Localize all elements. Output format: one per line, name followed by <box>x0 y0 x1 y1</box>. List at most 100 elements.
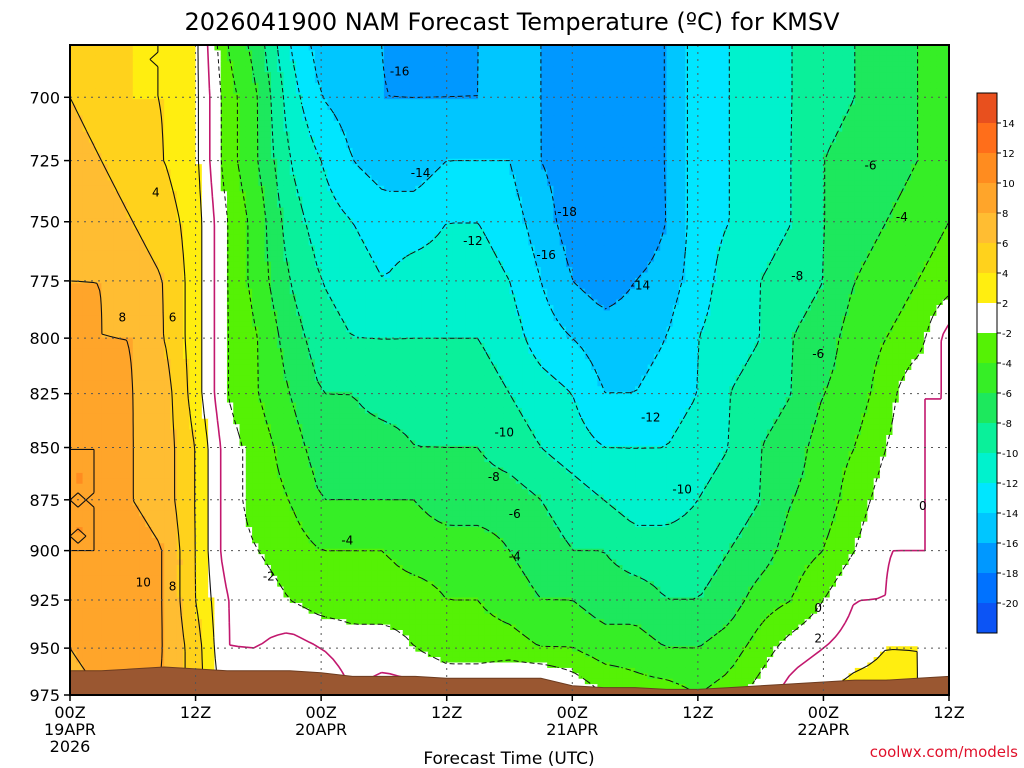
field-cell <box>584 72 592 79</box>
field-cell <box>101 115 109 122</box>
field-cell <box>522 104 529 111</box>
field-cell <box>685 104 693 111</box>
field-cell <box>923 207 931 214</box>
field-cell <box>321 93 329 100</box>
field-cell <box>616 180 624 187</box>
field-cell <box>76 169 84 176</box>
field-cell <box>748 61 755 68</box>
field-cell <box>898 223 906 230</box>
field-cell <box>409 158 416 165</box>
field-cell <box>421 115 429 122</box>
field-cell <box>609 153 617 160</box>
field-cell <box>591 142 598 149</box>
field-cell <box>88 180 96 187</box>
field-cell <box>459 164 467 171</box>
field-cell <box>672 88 680 95</box>
field-cell <box>452 50 460 57</box>
field-cell <box>452 82 460 89</box>
field-cell <box>622 180 630 187</box>
field-cell <box>157 185 165 192</box>
field-cell <box>333 185 341 192</box>
field-cell <box>892 93 900 100</box>
field-cell <box>773 229 781 236</box>
field-cell <box>729 223 737 230</box>
field-cell <box>415 153 423 160</box>
field-cell <box>867 131 875 138</box>
field-cell <box>145 175 153 182</box>
field-cell <box>371 158 379 165</box>
field-cell <box>697 104 705 111</box>
field-cell <box>591 202 598 209</box>
field-cell <box>666 55 674 62</box>
field-cell <box>490 158 498 165</box>
field-cell <box>484 196 492 203</box>
field-cell <box>905 229 912 236</box>
field-cell <box>409 66 416 73</box>
field-cell <box>402 99 410 106</box>
field-cell <box>898 50 906 57</box>
field-cell <box>603 158 611 165</box>
field-cell <box>208 45 216 52</box>
field-cell <box>95 77 102 84</box>
field-cell <box>509 202 517 209</box>
field-cell <box>861 191 868 198</box>
field-cell <box>377 88 385 95</box>
field-cell <box>377 180 385 187</box>
field-cell <box>95 115 102 122</box>
field-cell <box>245 61 253 68</box>
field-cell <box>647 72 655 79</box>
field-cell <box>685 45 693 52</box>
field-cell <box>735 169 743 176</box>
field-cell <box>917 131 925 138</box>
field-cell <box>239 175 247 182</box>
field-cell <box>653 202 661 209</box>
field-cell <box>722 45 730 52</box>
field-cell <box>214 196 222 203</box>
field-cell <box>358 153 366 160</box>
field-cell <box>289 50 297 57</box>
field-cell <box>785 131 793 138</box>
field-cell <box>936 110 944 117</box>
field-cell <box>252 175 259 182</box>
field-cell <box>754 45 762 52</box>
field-cell <box>208 164 216 171</box>
field-cell <box>515 229 523 236</box>
field-cell <box>233 153 241 160</box>
field-cell <box>766 175 774 182</box>
field-cell <box>421 88 429 95</box>
field-cell <box>421 223 429 230</box>
field-cell <box>377 131 385 138</box>
field-cell <box>208 82 216 89</box>
field-cell <box>823 137 831 144</box>
field-cell <box>930 77 938 84</box>
field-cell <box>239 137 247 144</box>
field-cell <box>352 126 360 133</box>
field-cell <box>484 126 492 133</box>
field-cell <box>383 137 391 144</box>
field-cell <box>672 104 680 111</box>
field-cell <box>584 142 592 149</box>
field-cell <box>465 45 473 52</box>
field-cell <box>170 61 178 68</box>
field-cell <box>534 50 542 57</box>
field-cell <box>584 180 592 187</box>
field-cell <box>157 212 165 219</box>
field-cell <box>810 153 818 160</box>
field-cell <box>848 50 856 57</box>
field-cell <box>785 196 793 203</box>
field-cell <box>886 72 894 79</box>
field-cell <box>898 147 906 154</box>
field-cell <box>597 126 605 133</box>
field-cell <box>82 45 90 52</box>
field-cell <box>189 93 197 100</box>
field-cell <box>905 88 912 95</box>
field-cell <box>704 82 712 89</box>
field-cell <box>478 185 485 192</box>
field-cell <box>258 104 266 111</box>
field-cell <box>578 196 586 203</box>
field-cell <box>113 153 121 160</box>
field-cell <box>716 50 724 57</box>
field-cell <box>829 99 837 106</box>
field-cell <box>201 120 209 127</box>
field-cell <box>490 223 498 230</box>
